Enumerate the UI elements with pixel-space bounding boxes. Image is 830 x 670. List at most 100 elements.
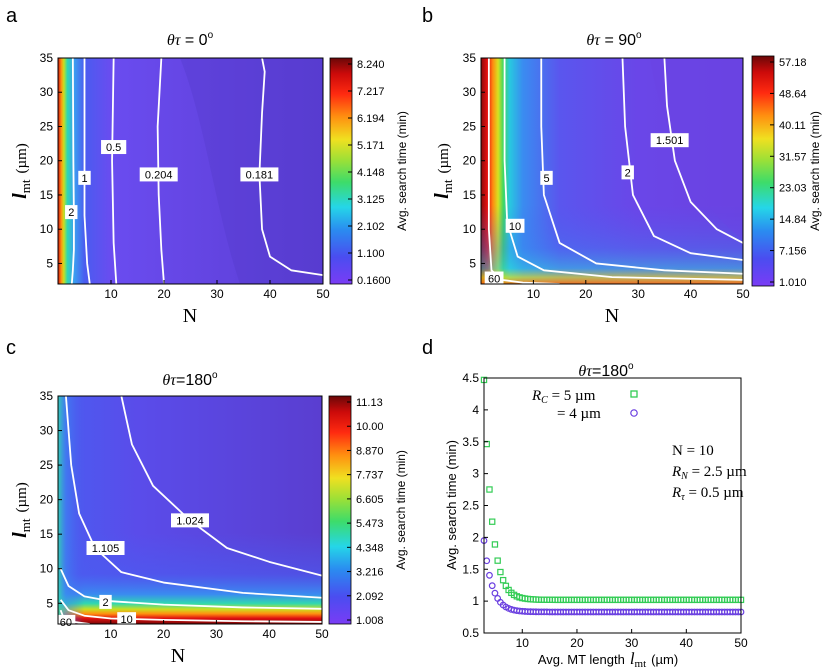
panel-b-contour-line — [503, 58, 744, 281]
panel-letter-d: d — [422, 337, 433, 359]
panel-a-degree: o — [208, 30, 214, 41]
panel-a-ytick-label: 15 — [40, 188, 54, 202]
panel-c-xtick-label: 50 — [315, 627, 329, 641]
panel-b-contour-label: 2 — [625, 167, 631, 179]
annotation-rn-text: = 2.5 µm — [688, 464, 747, 480]
panel-b-colorbar-tick-label: 40.11 — [779, 120, 806, 132]
panel-c-contour-label-box — [56, 614, 76, 629]
panel-b-ytick-label: 5 — [469, 256, 476, 270]
panel-a-yticks: 5 10 15 20 25 30 35 — [40, 51, 62, 270]
panel-c-contour-label-box — [171, 513, 209, 528]
panel-c-ytick-label: 10 — [40, 562, 54, 576]
panel-b-colorbar-tick-label: 31.57 — [779, 151, 807, 163]
panel-c-xticks: 10 20 30 40 50 — [104, 620, 329, 641]
panel-a-contour-label: 0.181 — [246, 169, 274, 181]
panel-a-xtick-label: 20 — [157, 287, 171, 301]
panel-b-colorbar — [751, 55, 775, 287]
panel-b-colorbar-tick-label: 23.03 — [779, 183, 807, 195]
annotation-n: N = 10 — [672, 443, 714, 459]
panel-d-xtick-label: 40 — [680, 636, 694, 650]
panel-b-degree: o — [636, 30, 642, 41]
panel-b-ylabel: lmt (µm) — [431, 143, 455, 199]
panel-b-contour-label: 60 — [488, 274, 500, 286]
panel-c-ytick-label: 15 — [40, 527, 54, 541]
panel-c-colorbar-tick-label: 8.870 — [356, 445, 384, 457]
panel-a-colorbar — [329, 57, 353, 285]
panel-d-yticks: 0.5 1 1.5 2 2.5 3 3.5 4 4.5 — [462, 371, 488, 640]
panel-d-xlabel: Avg. MT length lmt (µm) — [538, 649, 678, 670]
panel-b-contour-label: 10 — [509, 221, 521, 233]
panel-d-xlabel-unit: (µm) — [651, 652, 678, 667]
panel-c-contour-label: 2 — [102, 597, 108, 609]
panel-a-ylabel-symbol: l — [9, 193, 31, 199]
panel-b-ytick-label: 30 — [463, 85, 477, 99]
panel-c-ytick-label: 30 — [40, 424, 54, 438]
panel-b-dark-region — [650, 58, 743, 240]
panel-c-colorbar-tick-label: 1.008 — [356, 615, 384, 627]
panel-b-contour-label-box — [650, 133, 689, 148]
panel-c-colorbar-tick-label: 7.737 — [356, 470, 384, 482]
panel-d-xlabel-symbol: l — [630, 649, 635, 668]
panel-a-colorbar-tick-label: 6.194 — [357, 113, 385, 125]
panel-b-colorbar-tick-label: 7.156 — [779, 246, 807, 258]
panel-c-ylabel: lmt (µm) — [9, 482, 33, 538]
panel-c-contour-label: 1.105 — [92, 543, 120, 555]
panel-a-ytick-label: 20 — [40, 154, 54, 168]
panel-a-ytick-label: 5 — [46, 256, 53, 270]
annotation-rn-sub: N — [680, 471, 689, 482]
panel-c-colorbar-tick-label: 5.473 — [356, 518, 384, 530]
panel-d-ytick-label: 3 — [472, 467, 479, 481]
series-rc5-point — [499, 576, 507, 584]
annotation-rn: RN = 2.5 µm — [671, 464, 747, 482]
panel-d-title: θτ=180o — [578, 361, 634, 380]
panel-d-ytick-label: 1.5 — [462, 562, 479, 576]
panel-d-title-value: =180 — [592, 363, 628, 380]
panel-c-ylabel-symbol: l — [9, 532, 31, 538]
panel-a-xtick-label: 50 — [316, 287, 330, 301]
panel-a-colorbar-tick-label: 2.102 — [357, 221, 385, 233]
panel-c-heatmap: θτ=180o 60 10 2 1.105 1.024 10 20 30 40 50 5 10 15… — [9, 370, 408, 667]
panel-b-colorbar-tick-label: 14.84 — [779, 214, 807, 226]
series-rc4-point — [491, 589, 499, 597]
panel-d-xtick-label: 30 — [625, 636, 639, 650]
panel-c-colorbar-tick-label: 2.092 — [356, 591, 384, 603]
panel-c-ytick-label: 5 — [46, 596, 53, 610]
panel-c-xtick-label: 10 — [104, 627, 118, 641]
panel-a-contour-label: 1 — [81, 173, 87, 185]
panel-c-ytick-label: 20 — [40, 493, 54, 507]
panel-d-ytick-label: 2 — [472, 530, 479, 544]
panel-letter-b: b — [422, 5, 433, 27]
panel-a-contour-line — [258, 57, 324, 276]
panel-c-xtick-label: 40 — [263, 627, 277, 641]
panel-a-contour-label-box — [65, 205, 78, 220]
panel-a-ytick-label: 10 — [40, 222, 54, 236]
annotation-rtau-symbol: R — [671, 485, 681, 501]
panel-letter-a: a — [6, 5, 18, 27]
legend-rc5-sub: C — [541, 395, 548, 406]
panel-a-heat-surface — [58, 58, 323, 284]
panel-b-ylabel-symbol: l — [431, 193, 453, 199]
panel-b-contour-line — [663, 57, 744, 244]
series-rc5-point — [489, 518, 496, 525]
panel-b-contours: 60 10 5 2 1.501 — [484, 57, 744, 286]
panel-a-xtick-label: 30 — [210, 287, 224, 301]
legend-rc5-symbol: R — [531, 388, 541, 404]
panel-a-colorbar-tick-label: 1.100 — [357, 248, 385, 260]
panel-a-contour-label-box — [139, 167, 178, 182]
panel-c-contour-label-box — [117, 612, 137, 627]
panel-a-contour-line — [111, 57, 118, 285]
panel-a-contour-line — [83, 58, 91, 285]
annotation-rtau: Rτ = 0.5 µm — [671, 485, 744, 503]
panel-a-frame — [57, 57, 324, 285]
series-rc4-point — [488, 582, 496, 590]
panel-c-colorbar — [328, 395, 352, 625]
panel-a-xlabel: N — [183, 305, 197, 327]
panel-c-xlabel: N — [171, 645, 185, 667]
panel-b-title-symbol: θτ — [586, 32, 601, 49]
panel-a-title: θτ = 0o — [167, 30, 214, 49]
panel-b-xtick-label: 50 — [736, 287, 750, 301]
panel-c-xtick-label: 30 — [210, 627, 224, 641]
panel-b-ylabel-unit: (µm) — [436, 143, 452, 173]
panel-a-xticks: 10 20 30 40 50 — [104, 280, 330, 301]
panel-d-ytick-label: 3.5 — [462, 435, 479, 449]
